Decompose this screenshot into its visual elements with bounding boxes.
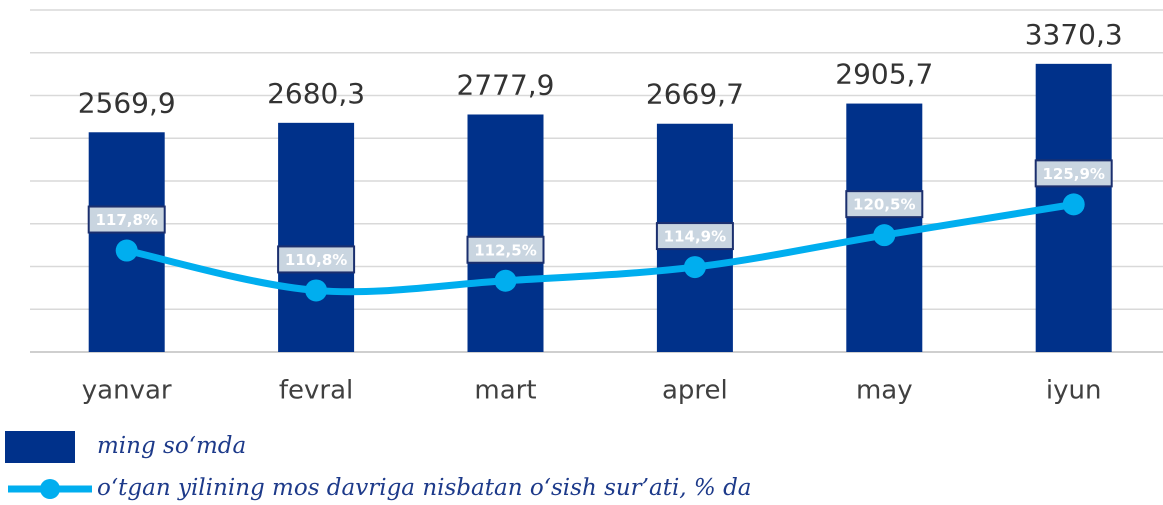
- line-point: [683, 256, 706, 279]
- legend-swatch: [5, 431, 75, 463]
- x-tick-label: mart: [474, 376, 536, 406]
- bar-value-label: 2680,3: [267, 77, 365, 110]
- line-value-label: 110,8%: [285, 251, 347, 269]
- x-tick-label: iyun: [1046, 376, 1102, 406]
- bar-value-label: 3370,3: [1025, 18, 1123, 51]
- line-point: [305, 279, 328, 302]
- label-box: [87, 205, 166, 234]
- label-box: [655, 222, 734, 251]
- label-box: [277, 245, 356, 274]
- line-value-label: 120,5%: [853, 196, 915, 214]
- legend-label: o‘tgan yilining mos davriga nisbatan o‘s…: [97, 475, 752, 501]
- x-tick-label: aprel: [662, 376, 728, 406]
- line-value-label: 125,9%: [1042, 165, 1104, 183]
- legend-label: ming so‘mda: [97, 433, 246, 459]
- line-value-label: 117,8%: [95, 211, 157, 229]
- line: [125, 200, 1075, 296]
- bar-value-label: 2569,9: [78, 86, 176, 119]
- line-point: [115, 239, 138, 262]
- x-tick-label: fevral: [279, 376, 353, 406]
- legend-marker: [40, 479, 60, 499]
- label-box: [1034, 159, 1113, 188]
- line-value-label: 114,9%: [664, 228, 726, 246]
- bar-value-label: 2777,9: [457, 68, 555, 101]
- bar-value-label: 2669,7: [646, 78, 744, 111]
- line-point: [494, 269, 517, 292]
- x-tick-label: may: [856, 376, 913, 406]
- bar: [467, 114, 544, 352]
- line-point: [1062, 193, 1085, 216]
- line-point: [873, 224, 896, 247]
- bar-value-label: 2905,7: [835, 58, 933, 91]
- bar: [278, 122, 355, 352]
- label-box: [845, 190, 924, 219]
- line-value-label: 112,5%: [474, 241, 536, 259]
- label-box: [466, 235, 545, 264]
- x-tick-label: yanvar: [82, 376, 172, 406]
